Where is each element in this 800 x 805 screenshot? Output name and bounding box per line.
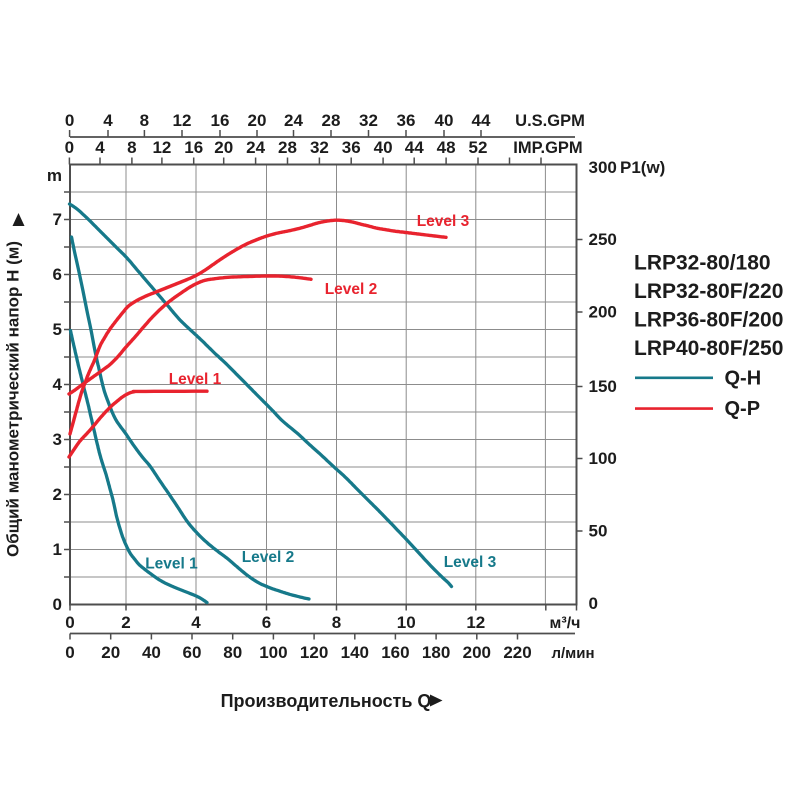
svg-text:8: 8 — [127, 138, 136, 157]
svg-text:180: 180 — [422, 643, 450, 662]
svg-text:140: 140 — [341, 643, 369, 662]
svg-text:0: 0 — [65, 643, 74, 662]
svg-text:л/мин: л/мин — [551, 645, 594, 662]
svg-text:100: 100 — [589, 449, 617, 468]
svg-text:8: 8 — [140, 111, 149, 130]
svg-text:10: 10 — [397, 613, 416, 632]
svg-text:LRP32-80/180: LRP32-80/180 — [634, 252, 771, 275]
svg-text:Q-H: Q-H — [725, 368, 762, 390]
svg-text:24: 24 — [246, 138, 265, 157]
svg-text:200: 200 — [463, 643, 491, 662]
svg-text:48: 48 — [437, 138, 456, 157]
svg-text:3: 3 — [53, 430, 62, 449]
svg-text:20: 20 — [214, 138, 233, 157]
svg-text:44: 44 — [405, 138, 424, 157]
svg-text:120: 120 — [300, 643, 328, 662]
svg-text:4: 4 — [53, 375, 63, 394]
svg-text:300: 300 — [589, 158, 617, 177]
svg-text:20: 20 — [101, 643, 120, 662]
svg-text:40: 40 — [374, 138, 393, 157]
svg-text:12: 12 — [466, 613, 485, 632]
svg-text:52: 52 — [469, 138, 488, 157]
svg-text:24: 24 — [284, 111, 303, 130]
svg-text:P1(w): P1(w) — [620, 158, 665, 177]
svg-text:0: 0 — [589, 594, 598, 613]
svg-text:2: 2 — [53, 485, 62, 504]
svg-text:32: 32 — [359, 111, 378, 130]
svg-text:2: 2 — [121, 613, 130, 632]
svg-text:0: 0 — [65, 613, 74, 632]
svg-text:6: 6 — [53, 265, 62, 284]
svg-text:12: 12 — [173, 111, 192, 130]
svg-text:36: 36 — [397, 111, 416, 130]
svg-text:Общий манометрический напор H: Общий манометрический напор H (м) — [4, 241, 23, 557]
svg-text:220: 220 — [503, 643, 531, 662]
svg-text:50: 50 — [589, 522, 608, 541]
svg-text:0: 0 — [65, 138, 74, 157]
svg-text:4: 4 — [95, 138, 105, 157]
svg-text:40: 40 — [142, 643, 161, 662]
svg-text:160: 160 — [381, 643, 409, 662]
svg-text:20: 20 — [248, 111, 267, 130]
svg-text:Level 1: Level 1 — [145, 556, 198, 573]
svg-text:Level 2: Level 2 — [325, 281, 378, 298]
svg-text:8: 8 — [332, 613, 341, 632]
svg-text:U.S.GPM: U.S.GPM — [515, 112, 585, 130]
svg-text:6: 6 — [262, 613, 271, 632]
svg-text:16: 16 — [184, 138, 203, 157]
svg-text:44: 44 — [472, 111, 491, 130]
svg-text:4: 4 — [191, 613, 201, 632]
svg-text:250: 250 — [589, 230, 617, 249]
svg-text:40: 40 — [435, 111, 454, 130]
svg-text:60: 60 — [183, 643, 202, 662]
svg-text:150: 150 — [589, 377, 617, 396]
svg-text:Производительность Q: Производительность Q — [221, 691, 432, 711]
svg-text:Level 2: Level 2 — [242, 549, 295, 566]
svg-text:100: 100 — [259, 643, 287, 662]
svg-text:Level 3: Level 3 — [417, 213, 470, 230]
svg-text:m: m — [47, 166, 62, 185]
svg-text:Q-P: Q-P — [725, 398, 761, 420]
svg-text:LRP32-80F/220: LRP32-80F/220 — [634, 280, 783, 303]
svg-text:0: 0 — [65, 111, 74, 130]
svg-text:7: 7 — [53, 210, 62, 229]
svg-text:16: 16 — [211, 111, 230, 130]
svg-text:32: 32 — [310, 138, 329, 157]
svg-text:Level 1: Level 1 — [169, 371, 222, 388]
svg-text:IMP.GPM: IMP.GPM — [513, 139, 582, 157]
svg-text:28: 28 — [278, 138, 297, 157]
svg-text:LRP36-80F/200: LRP36-80F/200 — [634, 309, 783, 332]
svg-text:4: 4 — [103, 111, 113, 130]
svg-text:200: 200 — [589, 303, 617, 322]
svg-text:36: 36 — [342, 138, 361, 157]
svg-text:5: 5 — [53, 320, 62, 339]
svg-text:LRP40-80F/250: LRP40-80F/250 — [634, 337, 783, 360]
svg-text:Level 3: Level 3 — [444, 554, 497, 571]
svg-text:28: 28 — [322, 111, 341, 130]
svg-text:0: 0 — [53, 595, 62, 614]
svg-text:1: 1 — [53, 540, 62, 559]
svg-text:80: 80 — [223, 643, 242, 662]
svg-text:12: 12 — [152, 138, 171, 157]
svg-text:м³/ч: м³/ч — [550, 615, 581, 632]
